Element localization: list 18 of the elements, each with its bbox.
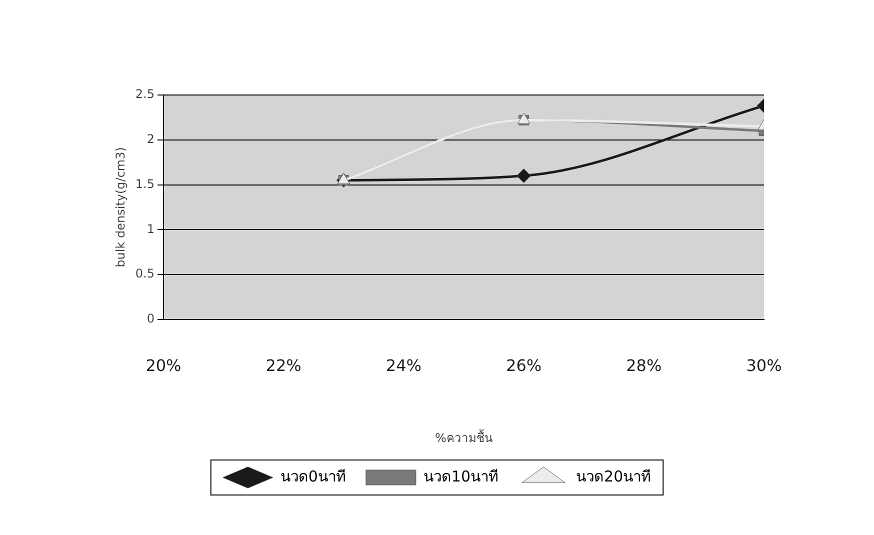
x-tick-label: 30% — [746, 356, 782, 376]
x-tick-label: 22% — [266, 356, 302, 376]
x-axis-title: %ความชื้น — [435, 428, 492, 445]
y-tick-label: 1 — [146, 222, 154, 236]
y-tick-label: 0 — [146, 312, 154, 326]
x-tick-label: 28% — [626, 356, 662, 376]
x-tick-label: 26% — [506, 356, 542, 376]
x-tick-label: 24% — [386, 356, 422, 376]
y-tick-label: 2 — [146, 132, 154, 146]
legend-label: นวด10นาที — [423, 467, 499, 486]
y-tick-label: 0.5 — [135, 266, 154, 281]
point — [516, 168, 532, 184]
y-tick-label: 2.5 — [135, 87, 154, 102]
y-tick-label: 1.5 — [135, 176, 154, 191]
x-tick-label: 20% — [146, 356, 182, 376]
legend-label: นวด0นาที — [280, 467, 346, 486]
legend-label: นวด20นาที — [576, 467, 652, 486]
y-axis-title: bulk density(g/cm3) — [113, 147, 128, 268]
